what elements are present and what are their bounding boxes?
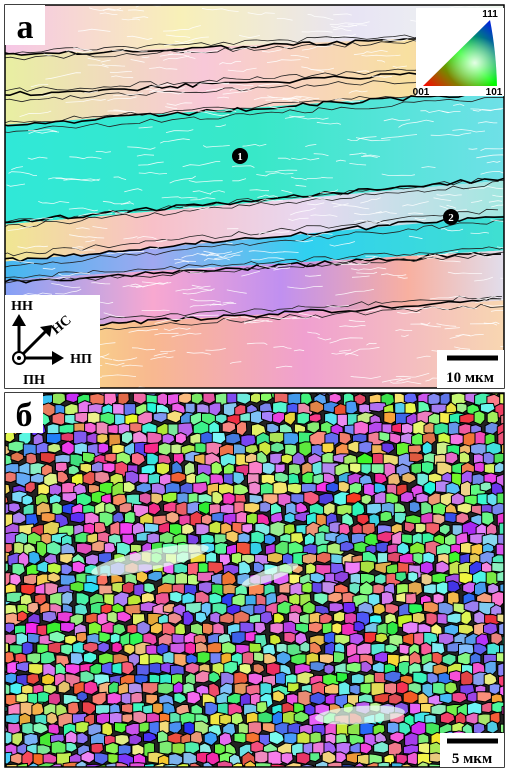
- grain: [505, 553, 509, 564]
- sample-axes: НН НС НП ПН: [5, 295, 100, 388]
- grain: [506, 732, 509, 744]
- grain: [98, 443, 109, 453]
- axis-out-dot: [17, 356, 21, 360]
- grain: [497, 571, 509, 581]
- grain: [271, 764, 286, 772]
- grain: [498, 534, 509, 545]
- scale-label: 10 мкм: [446, 370, 494, 386]
- grain: [354, 622, 365, 632]
- grain: [334, 652, 345, 663]
- grain: [505, 711, 509, 724]
- grain: [502, 705, 509, 717]
- axis-label: ПН: [23, 373, 45, 388]
- grain: [497, 614, 509, 623]
- ipf-legend: 111 001 101: [413, 8, 504, 98]
- grain: [364, 632, 377, 643]
- axis-label: НП: [70, 352, 92, 367]
- figure: а 111 001 101 1 2 НН НС НП ПН 10 мкм: [0, 0, 509, 772]
- marker-label: 1: [237, 151, 243, 163]
- grain: [41, 513, 56, 523]
- grain: [301, 764, 315, 772]
- grain: [496, 544, 507, 556]
- grain: [112, 642, 122, 653]
- grain: [505, 483, 509, 495]
- grain: [505, 564, 509, 579]
- scale-bar: 10 мкм: [437, 350, 504, 388]
- panel-label: б: [16, 397, 33, 434]
- grain: [139, 722, 150, 732]
- triangle-label: 101: [486, 87, 503, 98]
- ebsd-map-b: [0, 381, 509, 772]
- grain: [505, 693, 509, 709]
- panel-label: а: [17, 9, 34, 46]
- grain: [17, 611, 27, 621]
- grain: [197, 652, 210, 664]
- triangle-label: 001: [413, 87, 430, 98]
- grain: [415, 523, 426, 533]
- low-angle-boundary: [22, 389, 42, 391]
- grain: [401, 492, 414, 503]
- grain: [346, 401, 358, 414]
- marker: 1: [232, 148, 248, 164]
- scale-bar: 5 мкм: [440, 733, 504, 767]
- grain: [409, 502, 420, 513]
- grain: [310, 662, 325, 672]
- grain: [129, 734, 141, 744]
- grain: [309, 414, 321, 423]
- grain: [242, 524, 253, 534]
- grain: [380, 511, 392, 521]
- grain: [226, 433, 241, 444]
- marker: 2: [443, 209, 459, 225]
- grain: [496, 653, 509, 663]
- grain: [346, 493, 361, 504]
- grain: [144, 583, 156, 593]
- grain: [487, 721, 498, 733]
- axis-label: НН: [11, 299, 33, 314]
- low-angle-boundary: [331, 264, 349, 265]
- scale-label: 5 мкм: [452, 751, 492, 767]
- low-angle-boundary: [504, 242, 509, 245]
- grain: [492, 562, 508, 572]
- triangle-label: 111: [482, 9, 498, 20]
- grain: [98, 642, 109, 653]
- grain: [171, 472, 186, 482]
- marker-label: 2: [448, 212, 454, 224]
